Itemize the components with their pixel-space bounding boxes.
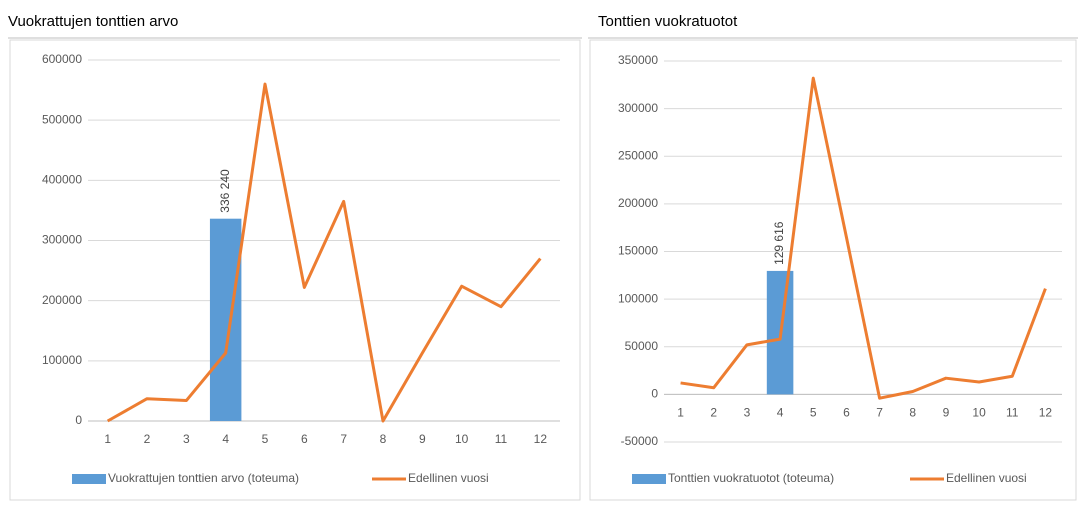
panel <box>589 39 1077 501</box>
x-tick-label: 9 <box>943 406 950 420</box>
legend-label: Tonttien vuokratuotot (toteuma) <box>668 471 834 485</box>
legend-swatch <box>72 474 106 484</box>
x-tick-label: 6 <box>843 406 850 420</box>
chart-title: Tonttien vuokratuotot <box>598 13 738 30</box>
data-label: 129 616 <box>772 221 786 265</box>
x-tick-label: 2 <box>710 406 717 420</box>
x-tick-label: 4 <box>777 406 784 420</box>
y-tick-label: 350000 <box>618 53 658 67</box>
y-tick-label: 200000 <box>618 196 658 210</box>
line <box>680 76 1047 400</box>
data-label: 336 240 <box>218 169 232 213</box>
x-tick-label: 2 <box>144 432 151 446</box>
y-tick-label: 50000 <box>625 339 659 353</box>
x-tick-label: 9 <box>419 432 426 446</box>
y-tick-label: 0 <box>651 387 658 401</box>
y-tick-label: 100000 <box>618 291 658 305</box>
y-tick-label: 600000 <box>42 52 82 66</box>
y-tick-label: 200000 <box>42 293 82 307</box>
x-tick-label: 11 <box>495 432 508 446</box>
x-tick-label: 7 <box>340 432 347 446</box>
bar <box>209 218 242 421</box>
line <box>106 82 542 423</box>
legend-swatch <box>632 474 666 484</box>
y-tick-label: 250000 <box>618 148 658 162</box>
x-tick-label: 4 <box>222 432 229 446</box>
x-tick-label: 8 <box>380 432 387 446</box>
x-tick-label: 1 <box>677 406 684 420</box>
x-tick-label: 10 <box>972 406 986 420</box>
legend-label: Edellinen vuosi <box>946 471 1027 485</box>
x-tick-label: 3 <box>183 432 190 446</box>
legend-label: Vuokrattujen tonttien arvo (toteuma) <box>108 471 299 485</box>
x-tick-label: 1 <box>104 432 111 446</box>
y-tick-label: 300000 <box>618 101 658 115</box>
y-tick-label: 100000 <box>42 353 82 367</box>
y-tick-label: 300000 <box>42 233 82 247</box>
x-tick-label: 10 <box>455 432 469 446</box>
y-tick-label: 500000 <box>42 112 82 126</box>
y-tick-label: 150000 <box>618 244 658 258</box>
x-tick-label: 12 <box>1039 406 1053 420</box>
x-tick-label: 6 <box>301 432 308 446</box>
y-tick-label: 400000 <box>42 173 82 187</box>
x-tick-label: 11 <box>1006 406 1019 420</box>
x-tick-label: 12 <box>534 432 548 446</box>
legend-label: Edellinen vuosi <box>408 471 489 485</box>
y-tick-label: 0 <box>75 413 82 427</box>
chart-title: Vuokrattujen tonttien arvo <box>8 13 178 30</box>
x-tick-label: 3 <box>744 406 751 420</box>
x-tick-label: 7 <box>876 406 883 420</box>
panel <box>9 39 581 501</box>
x-tick-label: 8 <box>909 406 916 420</box>
y-tick-label: -50000 <box>621 434 659 448</box>
x-tick-label: 5 <box>810 406 817 420</box>
x-tick-label: 5 <box>262 432 269 446</box>
